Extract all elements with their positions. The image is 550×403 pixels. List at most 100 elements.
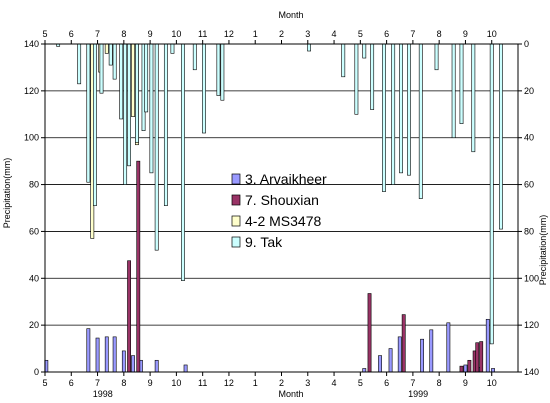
top-tick-label: 8 [437, 29, 442, 39]
bar [362, 368, 367, 373]
bottom-tick-label: 10 [487, 378, 497, 388]
legend-label: 7. Shouxian [245, 192, 319, 208]
bar [341, 43, 346, 78]
bar [123, 43, 128, 185]
gridlines [45, 90, 518, 326]
bottom-tick-label: 6 [69, 378, 74, 388]
bar [112, 336, 117, 373]
bar [183, 364, 188, 373]
top-axis-title: Month [278, 10, 303, 20]
bottom-axis-title: Month [278, 389, 303, 399]
bar [135, 43, 139, 143]
bar [489, 43, 494, 345]
bar [220, 43, 225, 101]
bottom-tick-label: 12 [224, 378, 234, 388]
bar [407, 43, 411, 176]
bottom-tick-label: 10 [171, 378, 181, 388]
bottom-tick-label: 6 [384, 378, 389, 388]
top-tick-label: 5 [358, 29, 363, 39]
bar [131, 355, 135, 373]
bottom-tick-label: 7 [410, 378, 415, 388]
bar [136, 160, 141, 373]
bottom-tick-label: 9 [148, 378, 153, 388]
bar [93, 43, 97, 206]
left-tick-label: 20 [29, 320, 39, 330]
legend-swatch [231, 173, 241, 185]
top-tick-label: 12 [224, 29, 234, 39]
bar [104, 43, 109, 54]
left-tick-label: 120 [24, 86, 39, 96]
bar [131, 43, 135, 117]
legend-swatch [231, 215, 241, 227]
top-tick-label: 3 [305, 29, 310, 39]
bottom-tick-label: 5 [358, 378, 363, 388]
right-tick-label: 80 [524, 226, 534, 236]
bar [418, 43, 423, 199]
bar [119, 43, 124, 120]
bottom-tick-label: 4 [332, 378, 337, 388]
bar [86, 43, 91, 183]
bar [370, 43, 375, 110]
left-tick-label: 40 [29, 273, 39, 283]
bar [149, 43, 154, 174]
bar [459, 365, 464, 373]
bottom-tick-label: 1 [253, 378, 258, 388]
top-tick-label: 6 [384, 29, 389, 39]
bar [420, 338, 424, 373]
bar [378, 355, 382, 373]
left-axis-title: Precipitation(mm) [2, 158, 12, 229]
bottom-tick-label: 3 [305, 378, 310, 388]
right-tick-label: 20 [524, 86, 534, 96]
left-tick-label: 60 [29, 226, 39, 236]
bar [99, 43, 104, 94]
bottom-tick-label: 2 [279, 378, 284, 388]
bar [499, 43, 503, 230]
bar [192, 43, 197, 71]
right-tick-label: 140 [524, 367, 539, 377]
bar [471, 43, 476, 153]
right-tick-label: 40 [524, 133, 534, 143]
bar [467, 359, 472, 373]
legend-swatch [231, 194, 241, 206]
left-tick-label: 80 [29, 180, 39, 190]
top-tick-label: 9 [148, 29, 153, 39]
bar [485, 318, 490, 373]
top-tick-label: 10 [487, 29, 497, 39]
right-axis-title: Precipitation(mm) [538, 215, 548, 286]
bar [434, 43, 439, 71]
right-tick-label: 120 [524, 320, 539, 330]
bar [181, 43, 185, 281]
bar [127, 43, 131, 167]
legend: 3. Arvaikheer 7. Shouxian 4-2 MS3478 9. Tak [231, 171, 327, 250]
bottom-tick-label: 11 [198, 378, 207, 388]
left-tick-label: 100 [24, 133, 39, 143]
bar [202, 43, 206, 134]
left-tick-label: 140 [24, 39, 39, 49]
bar [307, 43, 311, 52]
bar [459, 43, 464, 124]
legend-label: 3. Arvaikheer [245, 171, 327, 187]
left-tick-label: 0 [34, 367, 39, 377]
bar [95, 337, 100, 373]
bar [154, 43, 159, 251]
bottom-tick-label: 8 [121, 378, 126, 388]
right-tick-label: 60 [524, 180, 534, 190]
bar [399, 43, 403, 174]
legend-label: 4-2 MS3478 [245, 213, 321, 229]
year-label: 1999 [408, 389, 428, 399]
bar [401, 314, 406, 373]
top-tick-label: 6 [69, 29, 74, 39]
bar [429, 329, 434, 373]
bar [86, 328, 91, 373]
bar [388, 348, 393, 373]
bottom-tick-label: 9 [463, 378, 468, 388]
bar [121, 350, 126, 373]
top-tick-label: 10 [171, 29, 181, 39]
legend-swatch [231, 236, 241, 248]
top-tick-label: 11 [198, 29, 207, 39]
bar [491, 368, 495, 373]
top-tick-label: 4 [332, 29, 337, 39]
bar [216, 43, 221, 96]
